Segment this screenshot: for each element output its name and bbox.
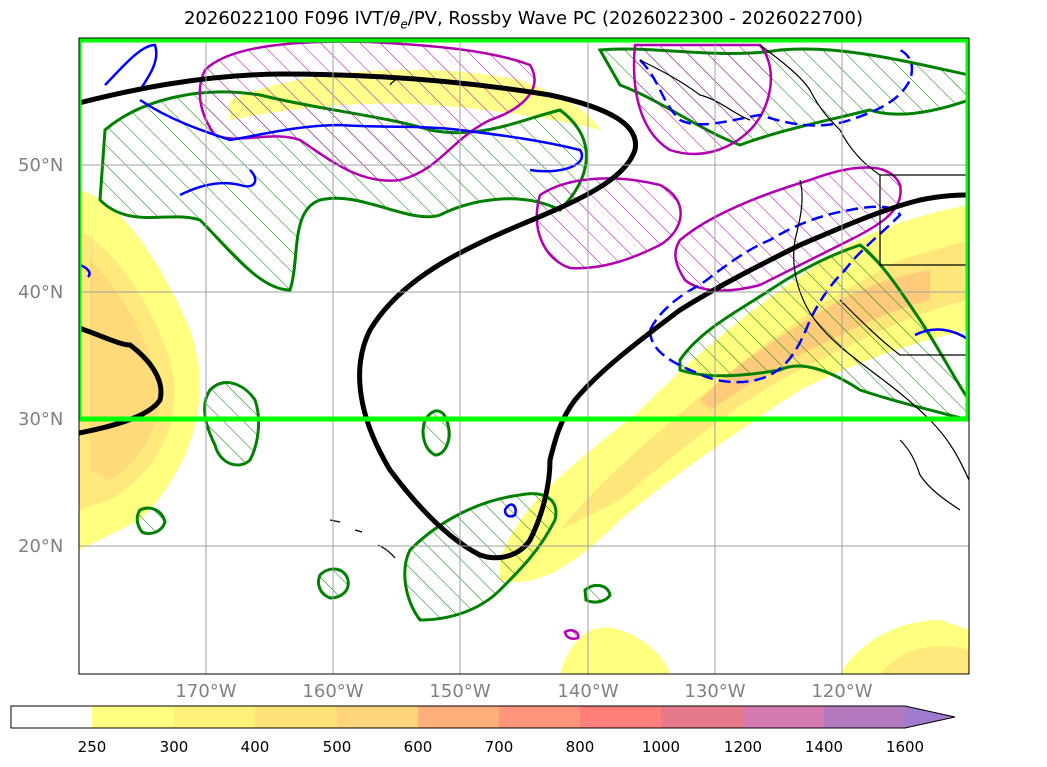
colorbar-extend-arrow	[905, 706, 955, 728]
colorbar-tick-label: 1000	[641, 738, 681, 756]
blue-dashed-contours	[639, 48, 914, 384]
colorbar-tick-label: 400	[240, 738, 270, 756]
lon-label-170w: 170°W	[175, 681, 237, 702]
colorbar-segment	[499, 706, 581, 728]
colorbar-segment	[255, 706, 338, 728]
lon-label-150w: 150°W	[429, 681, 491, 702]
graticule	[79, 38, 969, 674]
colorbar-segment	[11, 706, 93, 728]
colorbar-tick-label: 500	[322, 738, 352, 756]
lon-label-160w: 160°W	[302, 681, 364, 702]
colorbar-tick-label: 1200	[723, 738, 763, 756]
colorbar-segment	[743, 706, 825, 728]
lat-label-40n: 40°N	[18, 282, 64, 303]
map-title: 2026022100 F096 IVT/θe/PV, Rossby Wave P…	[183, 8, 863, 32]
lat-label-30n: 30°N	[18, 409, 64, 430]
colorbar-tick-label: 800	[565, 738, 595, 756]
colorbar-tick-label: 700	[484, 738, 514, 756]
colorbar	[10, 705, 956, 729]
colorbar-segment	[824, 706, 906, 728]
colorbar-segment	[92, 706, 175, 728]
colorbar-segment	[580, 706, 662, 728]
coastlines	[329, 44, 969, 559]
lon-label-130w: 130°W	[684, 681, 746, 702]
colorbar-outline	[10, 705, 956, 729]
lon-label-120w: 120°W	[811, 681, 873, 702]
colorbar-segment	[418, 706, 500, 728]
colorbar-tick-label: 1400	[804, 738, 844, 756]
lat-label-50n: 50°N	[18, 155, 64, 176]
colorbar-tick-label: 250	[77, 738, 107, 756]
map-frame	[78, 37, 970, 675]
colorbar-segment	[174, 706, 256, 728]
colorbar-segment	[337, 706, 419, 728]
lon-label-140w: 140°W	[557, 681, 619, 702]
colorbar-tick-label: 300	[159, 738, 189, 756]
colorbar-tick-label: 600	[403, 738, 433, 756]
highlight-region-box	[79, 38, 969, 422]
blue-contours	[79, 43, 969, 518]
lat-label-20n: 20°N	[18, 536, 64, 557]
colorbar-segment	[661, 706, 744, 728]
colorbar-tick-label: 1600	[885, 738, 925, 756]
